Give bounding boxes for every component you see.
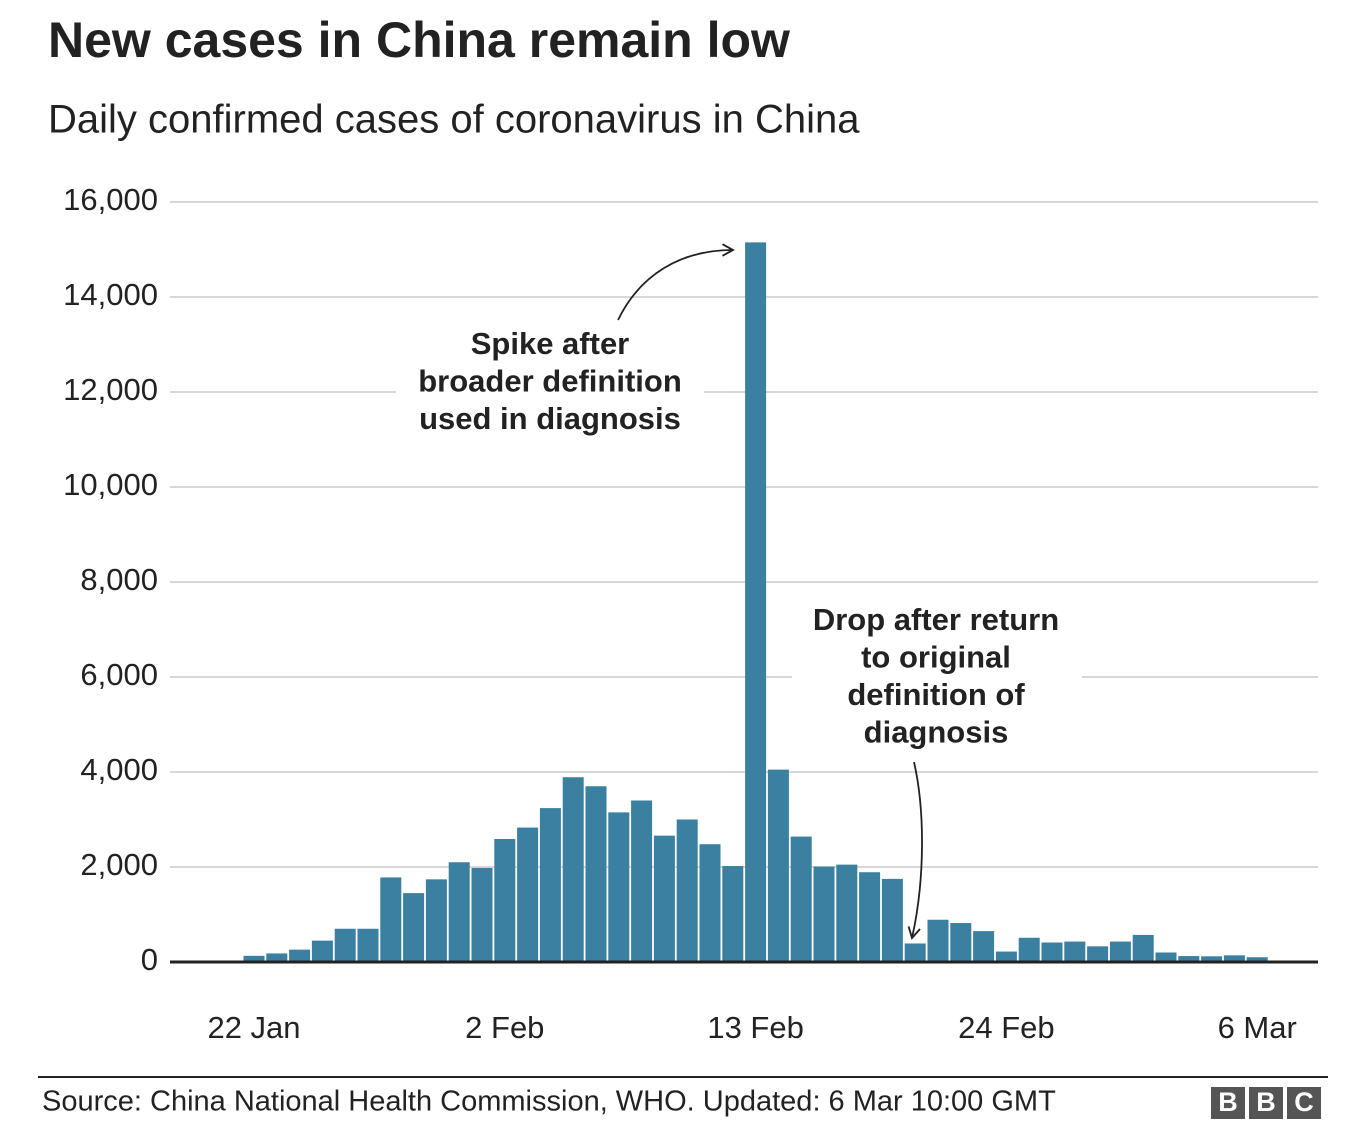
y-tick-label: 0 — [141, 942, 158, 977]
bars — [243, 242, 1268, 962]
x-tick-label: 13 Feb — [707, 1010, 804, 1045]
chart-subtitle: Daily confirmed cases of coronavirus in … — [48, 98, 860, 142]
logo-letter: C — [1294, 1087, 1314, 1117]
bar — [767, 769, 789, 962]
bar — [425, 879, 447, 962]
annotation: Drop after return — [813, 602, 1059, 637]
chart-title: New cases in China remain low — [48, 12, 790, 68]
bar — [1178, 956, 1200, 962]
logo-box — [1211, 1087, 1245, 1119]
bar — [653, 835, 675, 962]
bar — [973, 931, 995, 962]
annotation: broader definition — [418, 364, 682, 399]
bar — [1132, 934, 1154, 962]
grid: 0 2,000 4,000 6,000 8,000 10,000 12,000 14,000 1… — [63, 182, 1318, 977]
bar — [1018, 937, 1040, 962]
annotation-arrow — [907, 761, 923, 940]
bar — [676, 819, 698, 962]
x-tick-label: 22 Jan — [207, 1010, 300, 1045]
bar — [1087, 946, 1109, 962]
y-tick-label: 16,000 — [63, 182, 158, 217]
bar — [585, 786, 607, 962]
bar — [1223, 955, 1245, 962]
bar — [1109, 941, 1131, 962]
logo-box — [1287, 1087, 1321, 1119]
bar — [1246, 957, 1268, 962]
annotation: diagnosis — [864, 715, 1009, 750]
x-tick-label: 24 Feb — [958, 1010, 1055, 1045]
y-tick-label: 14,000 — [63, 277, 158, 312]
annotation: definition of — [847, 677, 1025, 712]
bar — [881, 878, 903, 962]
annotation-bg — [396, 326, 704, 444]
y-tick-label: 12,000 — [63, 372, 158, 407]
bar — [790, 836, 812, 962]
bar — [517, 827, 539, 962]
bar — [311, 940, 333, 962]
bar — [950, 923, 972, 962]
bar — [448, 862, 470, 962]
bar — [380, 877, 402, 962]
bar — [1201, 956, 1223, 962]
bar — [403, 893, 425, 962]
bar — [722, 866, 744, 962]
bar — [927, 919, 949, 962]
bar — [1041, 942, 1063, 962]
y-tick-label: 6,000 — [80, 657, 158, 692]
bar — [1064, 941, 1086, 962]
x-tick-label: 6 Mar — [1218, 1010, 1297, 1045]
y-tick-label: 10,000 — [63, 467, 158, 502]
y-tick-label: 4,000 — [80, 752, 158, 787]
y-tick-label: 2,000 — [80, 847, 158, 882]
logo-letter: B — [1256, 1087, 1276, 1117]
annotation: Spike after — [471, 326, 630, 361]
annotation-arrow — [617, 243, 735, 321]
bar — [539, 808, 561, 962]
logo-letter: B — [1218, 1087, 1238, 1117]
annotation: used in diagnosis — [419, 401, 681, 436]
bar — [357, 928, 379, 962]
bar — [631, 800, 653, 962]
bar — [334, 928, 356, 962]
bar — [243, 955, 265, 962]
bar — [266, 953, 288, 962]
annotation-bg — [792, 600, 1082, 756]
annotation: to original — [861, 640, 1011, 675]
bar — [859, 872, 881, 962]
bar — [836, 864, 858, 962]
bar — [995, 951, 1017, 962]
bar — [699, 844, 721, 962]
bar — [745, 242, 767, 962]
y-tick-label: 8,000 — [80, 562, 158, 597]
bar — [813, 866, 835, 962]
bar — [562, 777, 584, 962]
bar — [494, 838, 516, 962]
source: Source: China National Health Commission… — [42, 1086, 1056, 1118]
bar — [904, 943, 926, 962]
x-tick-label: 2 Feb — [465, 1010, 544, 1045]
bar — [1155, 952, 1177, 962]
logo-box — [1249, 1087, 1283, 1119]
bar — [608, 812, 630, 962]
bar — [289, 949, 311, 962]
bar — [471, 867, 493, 962]
